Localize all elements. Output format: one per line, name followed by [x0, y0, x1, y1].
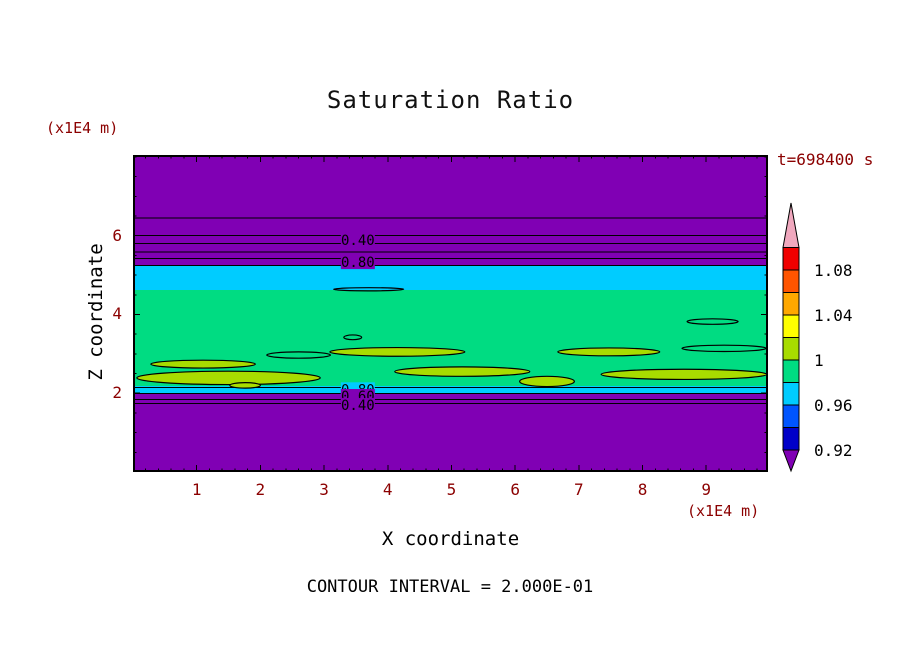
contour-blob [329, 346, 466, 357]
x-tick-label: 4 [382, 480, 393, 499]
colorbar-label: 1.04 [814, 306, 853, 325]
colorbar-segment [782, 247, 800, 271]
contour-blob [343, 334, 363, 341]
contour-label: 0.80 [341, 255, 375, 271]
contour-label: 0.40 [341, 233, 375, 249]
contour-interval-label: CONTOUR INTERVAL = 2.000E-01 [306, 577, 594, 597]
x-tick-label: 6 [510, 480, 520, 499]
contour-label: 0.40 [341, 398, 375, 414]
colorbar-segment [782, 314, 800, 338]
contour-label-bg [340, 233, 375, 248]
x-tick-label: 2 [255, 480, 266, 499]
x-axis-unit-label: (x1E4 m) [687, 502, 760, 520]
contour-blob [557, 347, 661, 357]
x-tick-label: 9 [701, 480, 712, 499]
z-axis-unit-label: (x1E4 m) [46, 119, 119, 137]
contour-blob [229, 382, 261, 389]
chart-title: Saturation Ratio [326, 86, 575, 114]
contour-plot: 0.400.800.800.600.40 [133, 155, 768, 472]
colorbar-label: 1 [814, 351, 824, 370]
z-tick-label: 6 [112, 225, 122, 245]
colorbar-segment [782, 382, 800, 406]
colorbar-label: 0.92 [814, 441, 853, 460]
contour-band [133, 393, 768, 472]
contour-band [133, 155, 768, 266]
colorbar-segment [782, 404, 800, 428]
contour-label-bg [340, 398, 375, 413]
colorbar-segment [782, 427, 800, 451]
x-tick-label: 1 [191, 480, 202, 499]
x-tick-label: 8 [637, 480, 648, 499]
x-tick-label: 7 [574, 480, 584, 499]
contour-blob [333, 287, 405, 292]
plot-border [133, 155, 768, 472]
contour-blob [519, 375, 575, 388]
colorbar-segment [782, 359, 800, 383]
contour-blob [686, 318, 739, 325]
x-axis-title: X coordinate [381, 528, 520, 550]
contour-blob [394, 366, 531, 377]
contour-blob [266, 351, 332, 359]
x-tick-label: 5 [446, 480, 457, 499]
colorbar-bottom-arrow [782, 449, 800, 473]
contour-band [133, 386, 768, 394]
z-tick-label: 4 [112, 304, 122, 324]
contour-blob [136, 370, 321, 386]
colorbar-segment [782, 269, 800, 293]
colorbar: 1.08 1.04 1 0.96 0.92 [782, 202, 853, 473]
z-tick-label: 2 [112, 383, 122, 403]
contour-blob [150, 359, 256, 369]
colorbar-segment [782, 292, 800, 316]
colorbar-top-arrow [782, 202, 800, 248]
colorbar-label: 1.08 [814, 261, 853, 280]
contour-band [133, 265, 768, 291]
contour-label-bg [340, 255, 375, 270]
colorbar-segment [782, 337, 800, 361]
x-tick-label: 3 [319, 480, 329, 499]
contour-blob [600, 368, 768, 381]
time-label: t=698400 s [777, 150, 874, 169]
colorbar-label: 0.96 [814, 396, 853, 415]
